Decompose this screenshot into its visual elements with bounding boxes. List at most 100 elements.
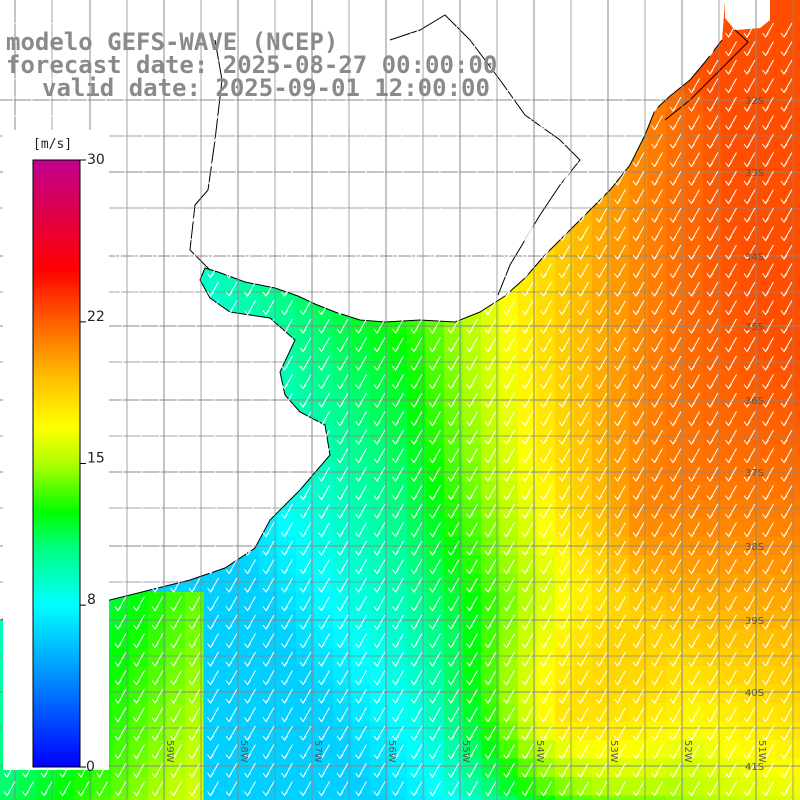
wind-cell [721,240,741,260]
wind-cell [499,481,519,501]
wind-cell [721,111,741,131]
wind-cell [758,499,778,519]
wind-cell [314,518,334,538]
wind-cell [684,222,704,242]
wind-cell [277,647,297,667]
wind-cell [795,740,800,760]
wind-cell [388,351,408,371]
wind-cell [684,518,704,538]
colorbar-gradient [32,159,81,768]
wind-cell [795,259,800,279]
lon-label: 53W [608,740,619,763]
wind-cell [610,629,630,649]
wind-cell [388,555,408,575]
wind-cell [573,721,593,741]
wind-cell [758,407,778,427]
wind-cell [203,740,223,760]
wind-cell [647,351,667,371]
wind-cell [240,647,260,667]
wind-cell [351,647,371,667]
wind-cell [647,370,667,390]
wind-cell [573,555,593,575]
colorbar-tick-label: 15 [87,451,105,467]
wind-cell [684,240,704,260]
wind-cell [277,629,297,649]
wind-cell [610,684,630,704]
wind-cell [684,703,704,723]
wind-cell [536,684,556,704]
wind-cell [314,333,334,353]
wind-cell [499,629,519,649]
wind-cell [240,296,260,316]
wind-cell [684,795,704,800]
lat-label: 35S [745,322,764,333]
wind-cell [647,758,667,778]
wind-cell [277,721,297,741]
wind-cell [684,666,704,686]
border-north [389,14,471,41]
wind-cell [277,666,297,686]
wind-cell [240,684,260,704]
wind-cell [425,555,445,575]
wind-cell [721,666,741,686]
wind-cell [573,795,593,800]
wind-cell [314,629,334,649]
wind-cell [795,240,800,260]
wind-cell [684,185,704,205]
wind-cell [721,370,741,390]
wind-cell [684,721,704,741]
wind-cell [647,166,667,186]
wind-cell [351,703,371,723]
wind-cell [684,629,704,649]
wind-cell [777,795,797,800]
wind-cell [499,314,519,334]
wind-cell [610,703,630,723]
wind-cell [499,740,519,760]
wind-cell [129,703,149,723]
wind-cell [610,795,630,800]
wind-cell [684,111,704,131]
wind-cell [684,259,704,279]
wind-cell [684,407,704,427]
wind-cell [795,592,800,612]
lat-label: 38S [745,542,764,553]
wind-cell [795,111,800,131]
wind-cell [388,647,408,667]
wind-cell [610,222,630,242]
wind-cell [129,795,149,800]
wind-cell [647,259,667,279]
wind-cell [758,37,778,57]
wind-cell [129,721,149,741]
wind-cell [351,795,371,800]
wind-cell [240,592,260,612]
wind-arrow [151,22,164,38]
wind-cell [536,518,556,538]
wind-cell [795,444,800,464]
wind-cell [573,777,593,797]
wind-cell [573,629,593,649]
wind-cell [259,795,279,800]
wind-cell [240,703,260,723]
wind-cell [462,795,482,800]
colorbar: [m/s] 30 22 15 8 0 [3,130,109,775]
wind-cell [721,314,741,334]
wind-cell [684,296,704,316]
wind-cell [684,129,704,149]
wind-cell [647,277,667,297]
wind-cell [314,684,334,704]
wind-cell [795,148,800,168]
wind-cell [314,499,334,519]
wind-cell [795,388,800,408]
wind-cell [425,425,445,445]
wind-cell [647,481,667,501]
wind-cell [129,629,149,649]
wind-arrow [3,22,16,38]
wind-cell [388,666,408,686]
wind-cell [573,703,593,723]
wind-cell [462,647,482,667]
wind-cell [462,333,482,353]
wind-cell [573,425,593,445]
wind-cell [721,684,741,704]
wind-cell [721,758,741,778]
wind-cell [573,573,593,593]
